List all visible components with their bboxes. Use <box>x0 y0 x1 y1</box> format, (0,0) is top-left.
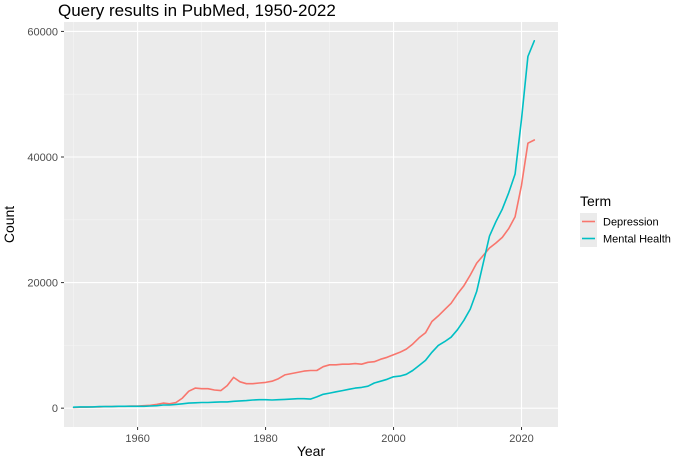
legend: Term Depression Mental Health <box>580 193 671 247</box>
y-tick-label: 60000 <box>27 26 58 38</box>
chart-title: Query results in PubMed, 1950-2022 <box>58 1 336 20</box>
plot-panel <box>64 22 558 427</box>
legend-label-mental-health: Mental Health <box>603 234 671 246</box>
panel-background <box>64 22 558 427</box>
x-axis-title: Year <box>297 443 326 459</box>
y-axis-title: Count <box>1 206 17 243</box>
y-tick-label: 0 <box>52 403 58 415</box>
x-tick-label: 2000 <box>381 433 405 445</box>
series-layer <box>72 39 536 409</box>
x-tick-label: 1960 <box>125 433 149 445</box>
legend-title: Term <box>580 193 611 209</box>
x-tick-label: 2020 <box>509 433 533 445</box>
legend-label-depression: Depression <box>603 217 659 229</box>
series-line-mental-health <box>72 39 536 409</box>
y-tick-label: 20000 <box>27 278 58 290</box>
axes: 1960 1980 2000 2020 0 20000 40000 60000 <box>27 26 533 445</box>
x-tick-label: 1980 <box>253 433 277 445</box>
y-tick-label: 40000 <box>27 152 58 164</box>
